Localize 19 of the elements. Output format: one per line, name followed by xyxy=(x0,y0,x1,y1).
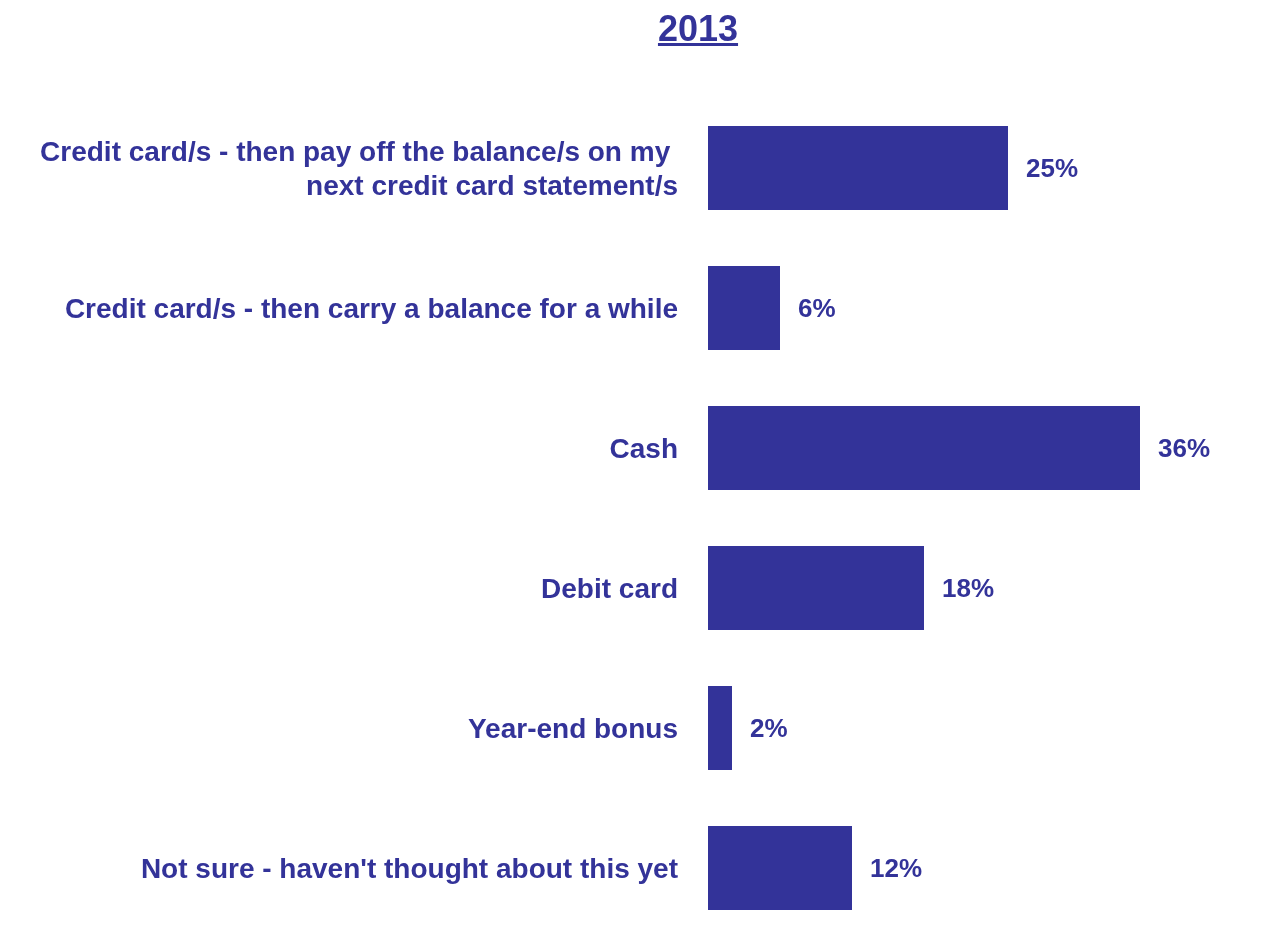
data-label: 2% xyxy=(750,713,788,743)
bar xyxy=(708,686,732,770)
y-tick-label: Credit card/s - then pay off the balance/s on my next credit card statement/s xyxy=(40,135,678,201)
bar xyxy=(708,546,924,630)
bar xyxy=(708,406,1140,490)
data-label: 18% xyxy=(942,573,995,603)
data-label: 6% xyxy=(798,293,836,323)
y-tick-label: Debit card xyxy=(541,572,678,604)
y-tick-label: Year-end bonus xyxy=(467,712,678,744)
y-tick-label: Cash xyxy=(609,432,678,464)
bar xyxy=(708,126,1008,210)
bar xyxy=(708,826,852,910)
data-label: 36% xyxy=(1158,433,1211,463)
bar xyxy=(708,266,780,350)
data-label: 12% xyxy=(870,853,923,883)
chart-title: 2013 xyxy=(656,8,740,51)
y-tick-label: Not sure - haven't thought about this yet xyxy=(140,852,678,884)
y-tick-label: Credit card/s - then carry a balance for a while xyxy=(64,292,678,324)
data-label: 25% xyxy=(1026,153,1079,183)
